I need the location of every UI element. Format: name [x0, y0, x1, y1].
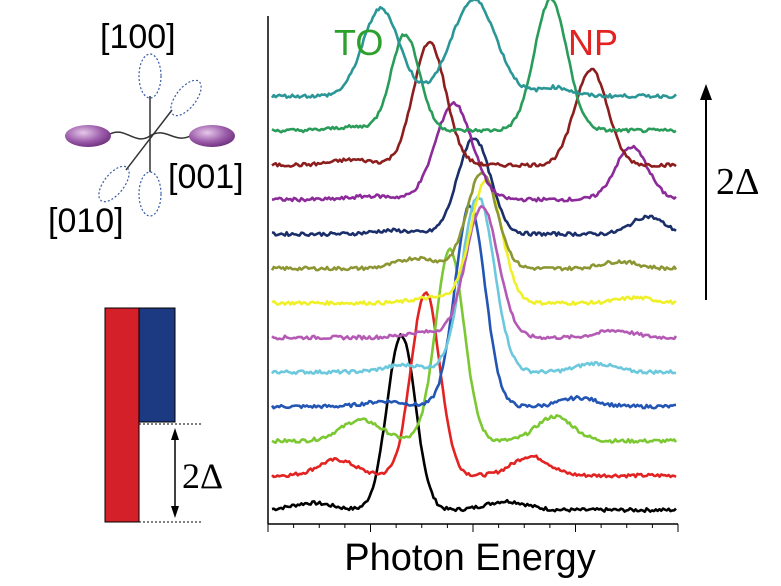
x-ticks	[267, 524, 679, 532]
gap-arrow-head-up	[171, 428, 179, 440]
spectrum-line-10	[271, 40, 677, 168]
band-bar-right	[138, 307, 176, 423]
axis-label-100: [100]	[100, 18, 176, 56]
band-gap-inset: 2Δ	[104, 307, 223, 523]
orbital-lobe-left	[65, 125, 111, 147]
gap-arrow-head-down	[171, 506, 179, 518]
spectrum-line-7	[270, 171, 678, 272]
spectrum-line-1	[271, 291, 677, 479]
orbital-lobe-bottom	[138, 171, 162, 217]
orbital-lobe-top	[138, 53, 162, 99]
spectrum-line-2	[271, 247, 678, 444]
orbital-lobe-right	[189, 125, 235, 147]
axis-label-001: [001]	[168, 158, 244, 196]
axis-line-wavy	[109, 131, 191, 140]
spectrum-line-4	[270, 195, 677, 375]
spectrum-line-9	[271, 101, 677, 203]
spectrum-line-8	[271, 137, 677, 237]
peak-label-np: NP	[568, 22, 618, 63]
peak-label-to: TO	[334, 22, 383, 63]
spectrum-line-3	[270, 203, 677, 410]
spectra	[270, 0, 678, 513]
band-bar-left	[104, 307, 140, 523]
shift-arrow-head	[700, 84, 712, 100]
axis-line-diagonal	[125, 109, 173, 171]
gap-label: 2Δ	[182, 456, 223, 496]
plot-area: TO NP Photon Energy	[267, 0, 679, 579]
spectrum-line-11	[271, 0, 677, 134]
axis-label-010: [010]	[48, 202, 124, 240]
spectrum-line-6	[271, 178, 677, 306]
spectrum-line-12	[270, 0, 677, 99]
spectrum-line-5	[271, 204, 678, 341]
x-axis-label: Photon Energy	[344, 537, 595, 579]
shift-arrow-label: 2Δ	[716, 161, 759, 203]
orbital-lobe-upper-right	[170, 79, 202, 117]
orbital-lobe-lower-left	[98, 165, 130, 203]
spectrum-line-0	[271, 333, 677, 513]
orientation-inset: [100] [001] [010]	[48, 18, 244, 240]
shift-arrow: 2Δ	[700, 84, 759, 300]
